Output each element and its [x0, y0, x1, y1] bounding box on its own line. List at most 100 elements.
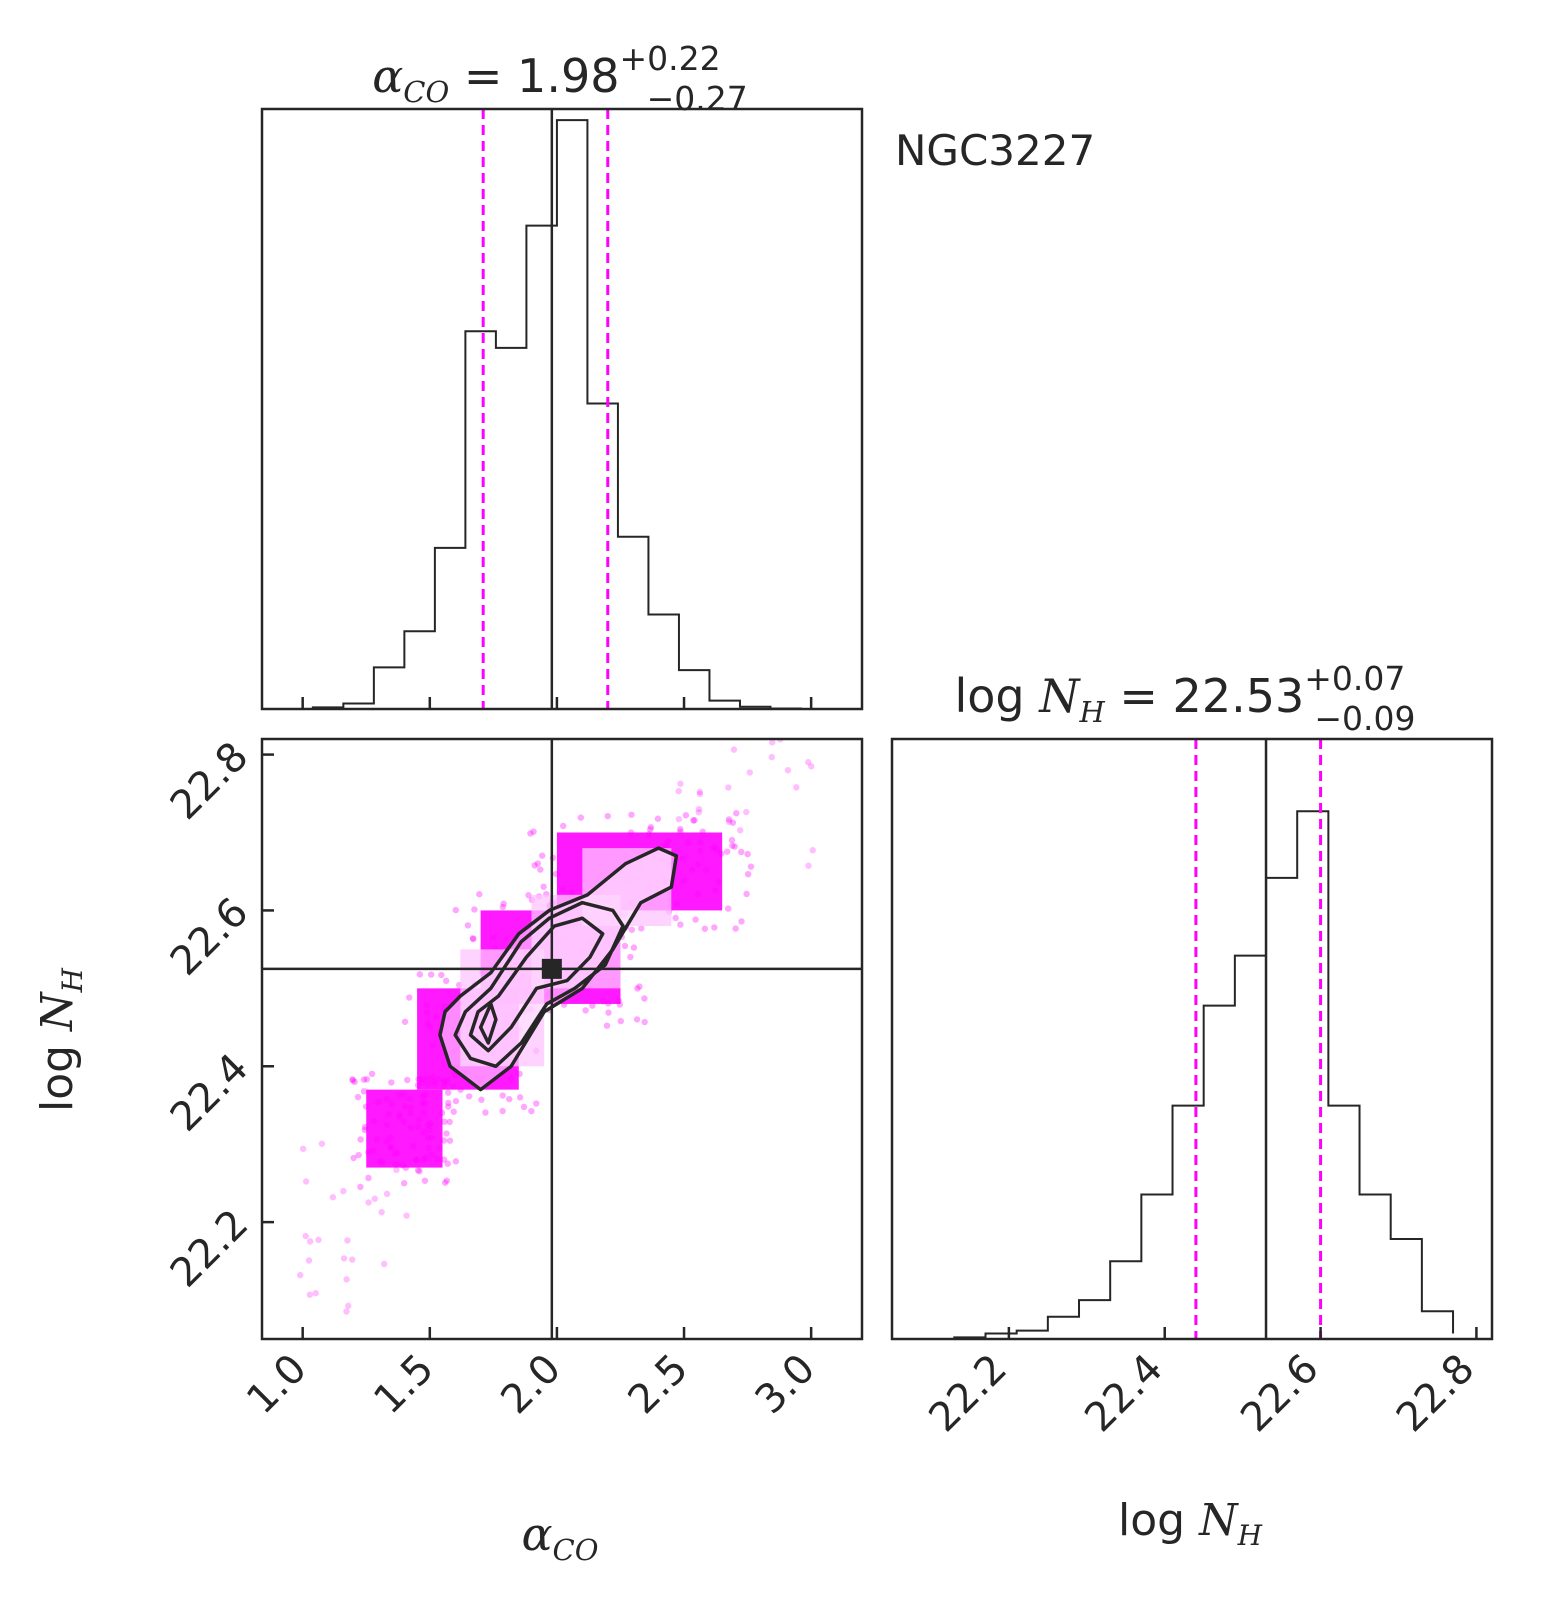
alpha-co-histogram-step [311, 119, 802, 710]
lognh-histogram-bin [1110, 1261, 1141, 1339]
alpha-co-histogram-frame [260, 107, 864, 711]
scatter-point [677, 828, 684, 835]
scatter-point [694, 890, 702, 898]
scatter-point [357, 1136, 364, 1143]
scatter-point [400, 1180, 408, 1187]
lognh-histogram-bin [1048, 1317, 1079, 1339]
lognh-histogram-frame [890, 737, 1494, 1341]
scatter-point [373, 1136, 381, 1143]
lognh-histogram-step [953, 810, 1455, 1339]
scatter-point [436, 1145, 443, 1152]
scatter-point [694, 861, 702, 868]
scatter-point [701, 925, 709, 932]
lognh-x-axis-label: log NH [1118, 1495, 1263, 1552]
scatter-point [471, 906, 478, 913]
scatter-point [589, 1002, 596, 1009]
scatter-point [506, 1095, 513, 1103]
scatter-point [675, 815, 683, 823]
scatter-point [723, 848, 731, 855]
scatter-point [391, 1150, 398, 1158]
scatter-point [402, 1164, 410, 1171]
scatter-point [430, 1077, 437, 1085]
lognh-histogram-bin [1204, 1006, 1235, 1339]
scatter-point [329, 1194, 337, 1201]
scatter-point [500, 900, 507, 907]
scatter-point [604, 812, 611, 820]
lognh-histogram-bin [1266, 878, 1297, 1339]
scatter-point [419, 1079, 426, 1086]
lognh-x-tick-label: 22.2 [920, 1346, 1016, 1442]
scatter-point [714, 847, 721, 854]
scatter-point [416, 971, 424, 978]
scatter-point [429, 1042, 436, 1049]
scatter-point [421, 1177, 429, 1184]
scatter-point [428, 1151, 435, 1159]
lognh-x-tick-label: 22.8 [1388, 1346, 1484, 1442]
scatter-point [697, 839, 704, 846]
scatter-point [420, 1109, 427, 1116]
alpha-co-histogram-bin [587, 403, 618, 709]
scatter-x-tick-label: 3.0 [747, 1346, 825, 1424]
lognh-x-tick-label: 22.4 [1076, 1346, 1172, 1442]
scatter-point [420, 1129, 427, 1136]
scatter-point [452, 1158, 460, 1165]
scatter-point [616, 1001, 623, 1008]
scatter-point [464, 922, 472, 929]
scatter-point [378, 1208, 385, 1216]
scatter-point [388, 1101, 395, 1108]
scatter-point [680, 877, 688, 884]
scatter-point [424, 1075, 431, 1082]
scatter-point [444, 1089, 452, 1096]
scatter-point [733, 810, 740, 817]
scatter-point [692, 916, 699, 923]
scatter-point [387, 1134, 394, 1141]
scatter-point [401, 1103, 409, 1110]
scatter-point [708, 845, 716, 852]
scatter-point [525, 892, 532, 899]
scatter-point [360, 1076, 368, 1083]
scatter-point [395, 1091, 403, 1099]
scatter-point [404, 1076, 411, 1084]
scatter-point [731, 843, 738, 850]
scatter-point [738, 848, 745, 856]
scatter-point [393, 1161, 400, 1168]
scatter-point [520, 1103, 528, 1111]
scatter-point [537, 866, 544, 873]
truth-marker [541, 958, 562, 979]
scatter-point [725, 784, 732, 791]
scatter-point [365, 1149, 372, 1156]
scatter-point [362, 1123, 369, 1131]
histogram-alpha-co: αCO = 1.98+0.22 −0.27 [260, 39, 864, 711]
scatter-point [438, 1109, 446, 1117]
scatter-point [349, 1077, 357, 1084]
scatter-point [441, 1003, 448, 1010]
scatter-point [379, 1159, 386, 1166]
scatter-point [715, 879, 723, 886]
scatter-point [728, 836, 736, 844]
density-contour [468, 916, 605, 1053]
scatter-point [413, 1156, 420, 1163]
scatter-point [711, 924, 718, 931]
scatter-y-tick-label: 22.2 [162, 1201, 258, 1297]
scatter-point [697, 847, 704, 855]
scatter-point [428, 1134, 436, 1142]
scatter-point [747, 863, 755, 870]
scatter-point [349, 1076, 356, 1083]
scatter-x-tick-label: 2.0 [492, 1346, 570, 1424]
scatter-point [344, 1237, 351, 1244]
scatter-point [365, 1199, 372, 1206]
scatter-point [645, 831, 653, 838]
scatter-point [446, 1137, 454, 1144]
density-contour [453, 900, 625, 1069]
scatter-point [689, 866, 696, 873]
alpha-co-histogram-title: αCO = 1.98+0.22 −0.27 [372, 39, 748, 118]
scatter-point [410, 1142, 417, 1150]
scatter-point [527, 830, 534, 837]
scatter-point [357, 1183, 364, 1191]
scatter-point [664, 838, 671, 845]
scatter-point [350, 1154, 357, 1162]
scatter-point [421, 1100, 429, 1107]
scatter-x-tick-label: 2.5 [620, 1346, 698, 1424]
scatter-point [387, 1143, 394, 1151]
